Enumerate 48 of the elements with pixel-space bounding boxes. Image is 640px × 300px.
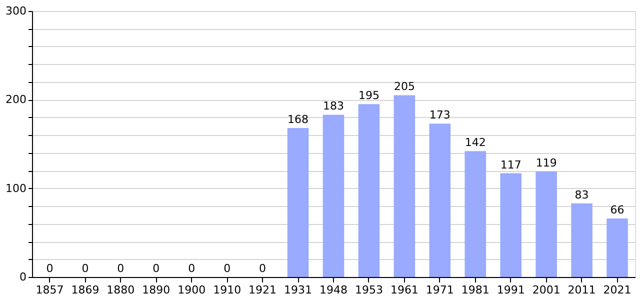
data-label: 168 bbox=[288, 113, 309, 126]
x-tick-label: 1948 bbox=[320, 284, 348, 296]
x-tick-label: 1900 bbox=[178, 284, 206, 296]
data-label: 183 bbox=[323, 100, 344, 113]
x-tick-label: 2011 bbox=[568, 284, 596, 296]
data-label: 117 bbox=[500, 158, 522, 172]
data-label: 142 bbox=[464, 136, 486, 150]
data-label: 119 bbox=[536, 156, 557, 170]
bar bbox=[536, 171, 557, 277]
bar bbox=[358, 104, 380, 277]
bar bbox=[322, 114, 344, 277]
x-tick-label: 1869 bbox=[71, 284, 100, 296]
y-tick-label: 200 bbox=[6, 93, 26, 106]
data-label: 195 bbox=[358, 89, 380, 102]
bar bbox=[394, 95, 416, 277]
data-label: 83 bbox=[574, 188, 589, 202]
x-tick-label: 1961 bbox=[390, 284, 418, 296]
y-tick-label: 0 bbox=[20, 270, 26, 284]
x-tick-label: 2021 bbox=[603, 284, 632, 296]
bar bbox=[429, 124, 451, 277]
data-label: 0 bbox=[46, 262, 54, 275]
y-tick-label: 300 bbox=[6, 4, 26, 18]
data-label: 205 bbox=[394, 80, 415, 94]
data-label: 0 bbox=[188, 262, 196, 275]
x-tick-label: 1971 bbox=[426, 284, 454, 296]
x-tick-label: 1921 bbox=[248, 284, 277, 296]
x-tick-label: 2001 bbox=[532, 284, 560, 296]
x-tick-label: 1880 bbox=[106, 284, 135, 296]
y-tick-label: 100 bbox=[6, 182, 26, 195]
x-tick-label: 1890 bbox=[142, 284, 170, 296]
x-tick-label: 1910 bbox=[213, 284, 242, 296]
data-label: 0 bbox=[117, 262, 124, 275]
bar bbox=[571, 203, 592, 277]
data-label: 0 bbox=[82, 262, 89, 275]
bar bbox=[464, 151, 486, 277]
x-tick-label: 1981 bbox=[461, 284, 490, 296]
bar bbox=[500, 173, 522, 277]
bar bbox=[606, 218, 628, 277]
data-label: 66 bbox=[610, 203, 624, 216]
data-label: 173 bbox=[429, 108, 450, 122]
data-label: 0 bbox=[152, 262, 160, 275]
bar bbox=[287, 128, 309, 277]
x-tick-label: 1931 bbox=[284, 284, 312, 296]
x-tick-label: 1953 bbox=[354, 284, 383, 296]
data-label: 0 bbox=[224, 262, 231, 275]
x-tick-label: 1857 bbox=[36, 284, 64, 296]
x-tick-label: 1991 bbox=[496, 284, 525, 296]
data-label: 0 bbox=[259, 262, 266, 275]
